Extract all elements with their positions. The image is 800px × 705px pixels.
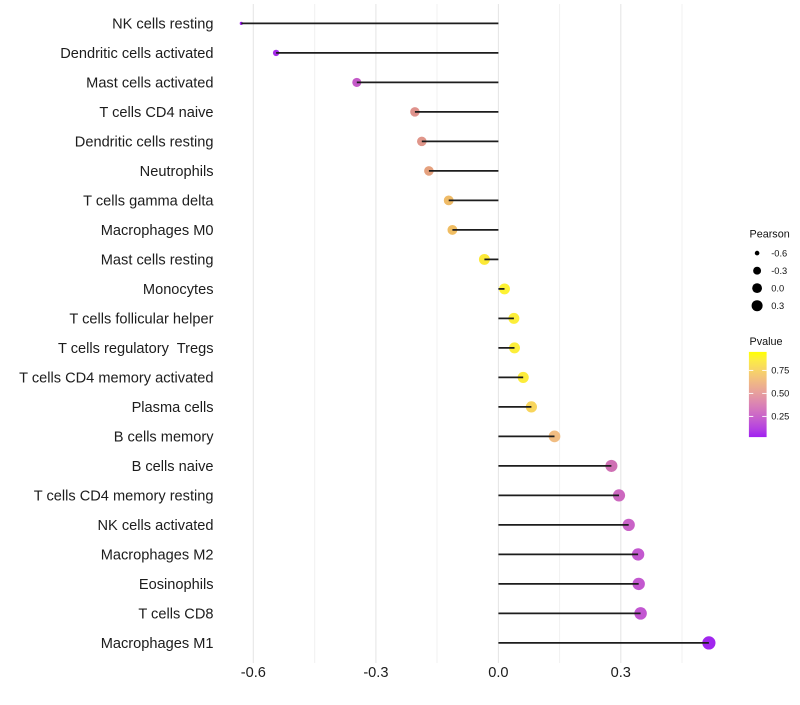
svg-text:Macrophages M0: Macrophages M0	[101, 223, 214, 239]
svg-text:Pearson: Pearson	[750, 229, 790, 241]
svg-text:0.25: 0.25	[771, 412, 789, 422]
svg-text:Mast cells resting: Mast cells resting	[101, 252, 214, 268]
svg-text:NK cells resting: NK cells resting	[112, 16, 213, 32]
svg-text:0.50: 0.50	[771, 389, 789, 399]
svg-text:B cells naive: B cells naive	[132, 459, 214, 475]
svg-text:NK cells activated: NK cells activated	[98, 518, 214, 534]
svg-text:T cells CD4 naive: T cells CD4 naive	[99, 105, 213, 121]
svg-text:0.0: 0.0	[771, 283, 784, 293]
svg-text:-0.6: -0.6	[241, 665, 266, 681]
svg-text:0.75: 0.75	[771, 366, 789, 376]
svg-text:Neutrophils: Neutrophils	[140, 164, 214, 180]
svg-text:B cells memory: B cells memory	[114, 429, 214, 445]
svg-text:T cells follicular helper: T cells follicular helper	[69, 311, 213, 327]
svg-text:Dendritic cells resting: Dendritic cells resting	[75, 134, 214, 150]
svg-text:Eosinophils: Eosinophils	[139, 577, 214, 593]
svg-text:-0.3: -0.3	[771, 266, 787, 276]
svg-text:0.3: 0.3	[611, 665, 631, 681]
svg-text:-0.3: -0.3	[363, 665, 388, 681]
svg-text:T cells regulatory Tregs: T cells regulatory Tregs	[58, 341, 213, 357]
svg-text:Plasma cells: Plasma cells	[132, 400, 214, 416]
svg-text:Macrophages M2: Macrophages M2	[101, 547, 214, 563]
svg-text:T cells CD4 memory activated: T cells CD4 memory activated	[19, 370, 213, 386]
svg-text:0.0: 0.0	[488, 665, 508, 681]
svg-text:Pvalue: Pvalue	[750, 336, 783, 348]
svg-text:0.3: 0.3	[771, 301, 784, 311]
svg-text:Monocytes: Monocytes	[143, 282, 214, 298]
svg-text:-0.6: -0.6	[771, 248, 787, 258]
svg-text:Macrophages M1: Macrophages M1	[101, 636, 214, 652]
svg-text:T cells gamma delta: T cells gamma delta	[83, 193, 214, 209]
svg-text:Mast cells activated: Mast cells activated	[86, 75, 213, 91]
svg-text:T cells CD8: T cells CD8	[138, 606, 213, 622]
svg-text:T cells CD4 memory resting: T cells CD4 memory resting	[34, 488, 214, 504]
svg-text:Dendritic cells activated: Dendritic cells activated	[60, 46, 213, 62]
